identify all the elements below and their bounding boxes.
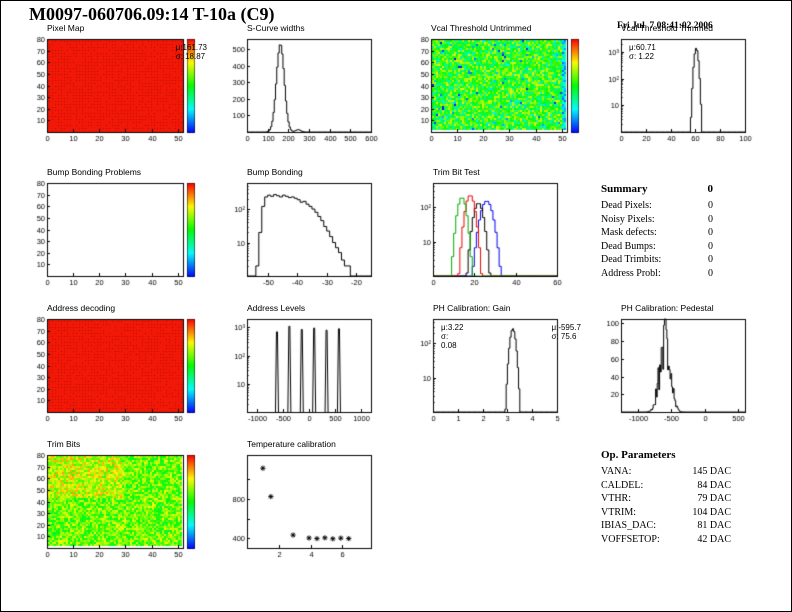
table-row: CALDEL: 84 DAC (601, 479, 731, 493)
op-parameters-rows: VANA: 145 DAC CALDEL: 84 DAC VTHR: 79 DAC VTRI… (601, 465, 731, 546)
stats-mu: μ:60.71 (629, 43, 656, 52)
stats-mu: μ:-595.7 (551, 323, 581, 332)
row-label: VANA: (601, 466, 632, 477)
summary-block: Summary 0 Dead Pixels: 0 Noisy Pixels: 0 Mas… (601, 183, 713, 280)
timestamp: Fri Jul 7 08:41:02 2006 (617, 21, 713, 31)
table-row: VTHR: 79 DAC (601, 492, 731, 506)
page-title: M0097-060706.09:14 T-10a (C9) (29, 4, 275, 24)
bump-bonding-problems-plot (23, 177, 201, 289)
stats-box-s-curve: μ:161.73 σ: 18.87 (176, 43, 207, 61)
summary-rows: Dead Pixels: 0 Noisy Pixels: 0 Mask defects:… (601, 199, 713, 280)
row-value: 84 DAC (697, 479, 731, 491)
summary-heading-label: Summary (601, 183, 648, 195)
trim-bits-plot (23, 449, 201, 561)
plot-title-vcal-untrimmed: Vcal Threshold Untrimmed (431, 23, 532, 33)
row-label: Dead Bumps: (601, 240, 656, 252)
summary-heading: Summary 0 (601, 183, 713, 195)
plot-title-ph-gain: PH Calibration: Gain (433, 303, 511, 313)
table-row: VANA: 145 DAC (601, 465, 731, 479)
address-decoding-plot (23, 313, 201, 425)
row-value: 0 (708, 200, 713, 211)
op-parameters-heading: Op. Parameters (601, 449, 731, 461)
row-label: Mask defects: (601, 227, 657, 238)
plot-title-pixel-map: Pixel Map (47, 23, 85, 33)
table-row: Dead Bumps: 0 (601, 240, 713, 254)
row-value: 42 DAC (697, 533, 731, 545)
bump-bonding-plot (221, 177, 379, 289)
table-row: Noisy Pixels: 0 (601, 213, 713, 227)
row-value: 0 (708, 254, 713, 265)
row-label: VTHR: (601, 493, 631, 504)
op-parameters-heading-label: Op. Parameters (601, 449, 676, 461)
s-curve-widths-plot (221, 33, 379, 145)
ph-calibration-gain-plot (407, 313, 565, 425)
summary-heading-value: 0 (707, 183, 714, 195)
stats-box-ph-pedestal: μ:-595.7 σ: 75.6 (551, 323, 581, 341)
table-row: Mask defects: 0 (601, 226, 713, 240)
pixel-map-plot (23, 33, 201, 145)
row-value: 0 (708, 213, 713, 225)
plot-title-bump-bonding: Bump Bonding (247, 167, 303, 177)
row-value: 104 DAC (692, 506, 731, 518)
row-label: Address Probl: (601, 267, 661, 279)
plot-title-vcal-trimmed: Vcal Threshold Trimmed (621, 23, 713, 33)
row-label: Noisy Pixels: (601, 213, 655, 225)
plot-title-trim-bits: Trim Bits (47, 439, 81, 449)
row-value: 0 (708, 240, 713, 252)
plot-title-bump-bonding-problems: Bump Bonding Problems (47, 167, 142, 177)
stats-box-vcal-trimmed: μ:60.71 σ: 1.22 (629, 43, 656, 61)
row-value: 0 (708, 267, 713, 279)
row-value: 81 DAC (697, 520, 731, 531)
stats-box-ph-gain: μ:3.22 σ: 0.08 (441, 323, 463, 350)
vcal-threshold-untrimmed-plot (407, 33, 585, 145)
plot-title-s-curve-widths: S-Curve widths (247, 23, 305, 33)
plot-title-address-decoding: Address decoding (47, 303, 116, 313)
row-value: 145 DAC (692, 466, 731, 477)
row-label: CALDEL: (601, 479, 644, 491)
row-value: 0 (708, 227, 713, 238)
table-row: VTRIM: 104 DAC (601, 506, 731, 520)
stats-sigma: σ: 0.08 (441, 332, 457, 350)
plot-title-trim-bit-test: Trim Bit Test (433, 167, 480, 177)
table-row: IBIAS_DAC: 81 DAC (601, 519, 731, 533)
table-row: VOFFSETOP: 42 DAC (601, 533, 731, 547)
stats-sigma: σ: 18.87 (175, 52, 206, 61)
stats-sigma: σ: 75.6 (551, 332, 577, 341)
plot-title-temperature-calibration: Temperature calibration (247, 439, 336, 449)
trim-bit-test-plot (407, 177, 565, 289)
row-label: Dead Pixels: (601, 200, 652, 211)
row-label: VTRIM: (601, 506, 636, 518)
table-row: Dead Trimbits: 0 (601, 253, 713, 267)
row-label: IBIAS_DAC: (601, 520, 657, 531)
row-value: 79 DAC (697, 493, 731, 504)
stats-sigma: σ: 1.22 (629, 52, 654, 61)
row-label: VOFFSETOP: (601, 533, 660, 545)
row-label: Dead Trimbits: (601, 254, 662, 265)
table-row: Address Probl: 0 (601, 267, 713, 281)
stats-mu: μ:3.22 (441, 323, 464, 332)
stats-mu: μ:161.73 (175, 43, 207, 52)
op-parameters-block: Op. Parameters VANA: 145 DAC CALDEL: 84 DAC… (601, 449, 731, 546)
plot-title-address-levels: Address Levels (247, 303, 306, 313)
address-levels-plot (221, 313, 379, 425)
vcal-threshold-trimmed-plot (595, 33, 753, 145)
table-row: Dead Pixels: 0 (601, 199, 713, 213)
ph-calibration-pedestal-plot (595, 313, 753, 425)
temperature-calibration-plot (221, 449, 379, 561)
plot-title-ph-pedestal: PH Calibration: Pedestal (621, 303, 714, 313)
